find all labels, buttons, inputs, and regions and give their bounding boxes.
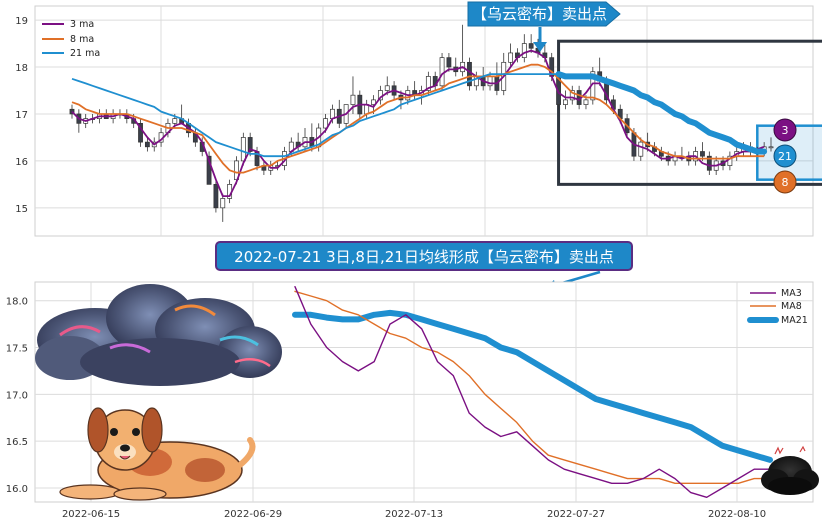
top-banner-shape — [467, 1, 621, 27]
candle — [240, 132, 246, 166]
top-y-tick-label: 16 — [15, 157, 28, 168]
bottom-y-tick-label: 16.0 — [6, 484, 28, 495]
top-plot-frame — [34, 5, 814, 237]
candle — [220, 193, 226, 222]
candle — [247, 132, 253, 157]
top-banner-text: 【乌云密布】卖出点 — [472, 5, 607, 23]
top-ma-lines — [71, 49, 768, 198]
candle — [144, 137, 150, 152]
mid-banner-shape — [215, 241, 633, 271]
bottom-line-MA8 — [294, 290, 771, 484]
bottom-x-tick-label: 2022-07-27 — [547, 509, 605, 520]
badge-21-label: 21 — [778, 150, 792, 163]
top-legend: 3 ma 8 ma 21 ma — [42, 19, 100, 59]
top-y-tick-label: 19 — [15, 16, 28, 27]
candle — [467, 57, 472, 91]
top-grid — [35, 6, 813, 236]
bottom-y-tick-label: 18.0 — [6, 297, 28, 308]
bottom-line-MA3 — [294, 286, 771, 498]
candle — [706, 151, 712, 175]
mid-banner-text: 2022-07-21 3日,8日,21日均线形成【乌云密布】卖出点 — [234, 248, 614, 266]
bottom-y-tick-label: 16.5 — [6, 437, 28, 448]
bottom-line-MA21 — [292, 309, 773, 463]
bottom-panel: 16.0 16.5 17.0 17.5 18.0 2022-06-15 2022-06-2… — [6, 281, 819, 520]
candle — [569, 85, 575, 105]
ma-badges: 3 21 8 — [773, 118, 797, 194]
top-line-21ma-emphasis — [555, 71, 768, 155]
badge-3-circle — [773, 118, 797, 142]
candle — [138, 118, 143, 147]
bottom-x-tick-labels: 2022-06-15 2022-06-29 2022-07-13 2022-07-27… — [62, 509, 766, 520]
candle — [563, 90, 568, 110]
bottom-y-tick-label: 17.0 — [6, 390, 28, 401]
candle — [213, 179, 219, 213]
candle — [206, 151, 212, 185]
bottom-ma-lines — [292, 286, 773, 498]
top-y-tick-label: 17 — [15, 110, 28, 121]
bottom-y-tick-labels: 16.0 16.5 17.0 17.5 18.0 — [6, 297, 28, 495]
candle — [638, 137, 644, 161]
candle — [425, 71, 431, 96]
top-banner-arrow-head — [533, 42, 547, 52]
badge-21-circle — [773, 144, 797, 168]
candle — [768, 137, 774, 152]
legend-label-MA21: MA21 — [781, 315, 808, 326]
bottom-x-tick-label: 2022-07-13 — [385, 509, 443, 520]
bottom-x-tick-label: 2022-08-10 — [708, 509, 766, 520]
top-y-tick-label: 15 — [15, 204, 28, 215]
candle — [439, 52, 445, 91]
legend-label-MA8: MA8 — [781, 301, 802, 312]
sell-zone-box — [557, 39, 822, 186]
bottom-x-tick-label: 2022-06-15 — [62, 509, 120, 520]
legend-label-3ma: 3 ma — [70, 19, 94, 30]
badge-8-circle — [773, 170, 797, 194]
top-line-3-ma — [71, 49, 765, 198]
candle — [521, 34, 527, 63]
top-panel: 15 16 17 18 19 3 ma 8 ma 21 ma 【乌云密布】卖出点 3 2… — [15, 1, 822, 237]
badge-8-label: 8 — [782, 176, 789, 189]
legend-label-21ma: 21 ma — [70, 48, 100, 59]
small-dark-cloud-icon — [761, 445, 819, 495]
legend-label-MA3: MA3 — [781, 288, 802, 299]
badge-3-label: 3 — [782, 124, 789, 137]
bottom-y-tick-label: 17.5 — [6, 344, 28, 355]
top-banner: 【乌云密布】卖出点 — [467, 1, 621, 52]
top-y-tick-label: 18 — [15, 63, 28, 74]
storm-cloud-illustration — [35, 284, 282, 386]
legend-label-8ma: 8 ma — [70, 34, 94, 45]
bottom-x-tick-label: 2022-06-29 — [224, 509, 282, 520]
bottom-legend: MA3 MA8 MA21 — [747, 288, 808, 326]
candle — [508, 43, 513, 68]
top-line-8-ma — [71, 63, 765, 174]
top-y-tick-labels: 15 16 17 18 19 — [15, 16, 28, 215]
lying-dog-illustration — [59, 407, 256, 501]
